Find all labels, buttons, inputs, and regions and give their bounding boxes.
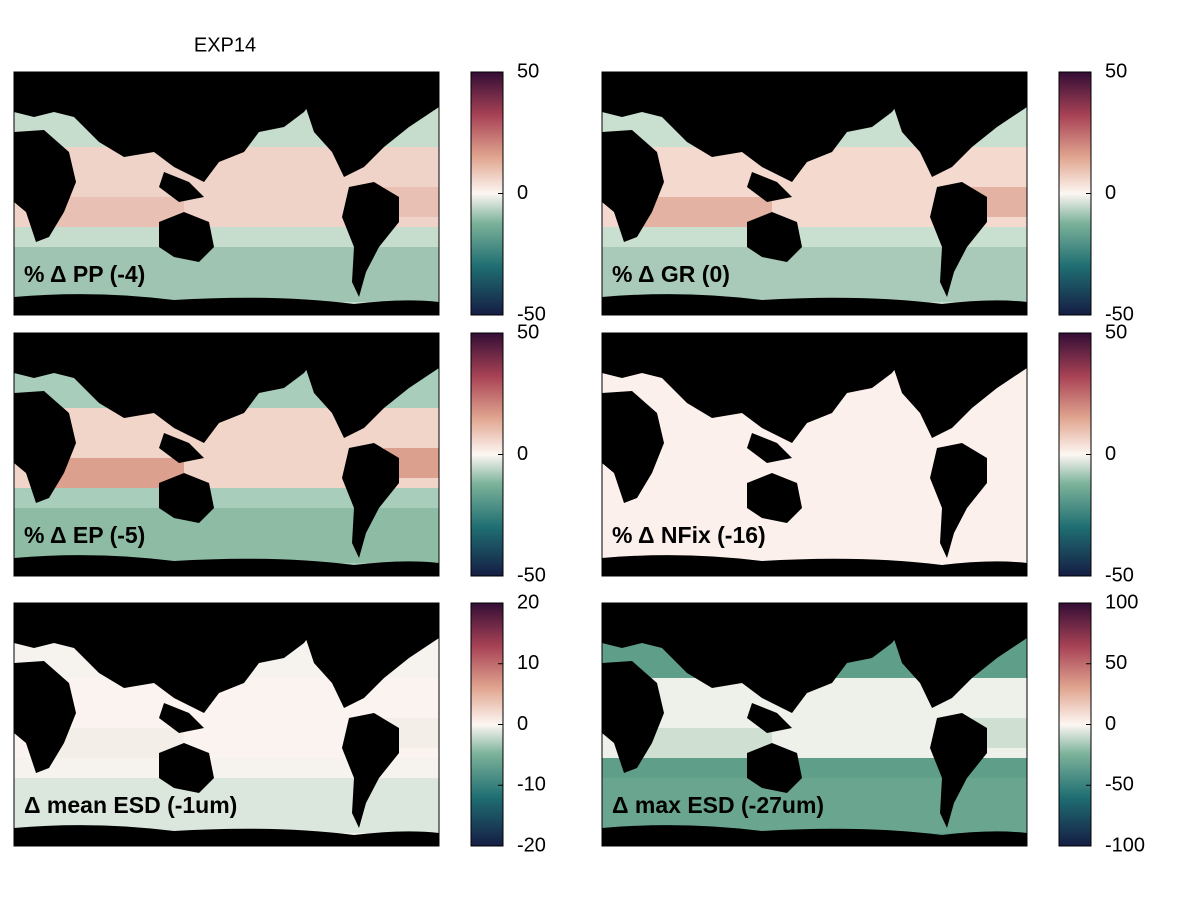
colorbar-tick-label: -50 — [517, 303, 546, 325]
colorbar — [470, 602, 504, 847]
colorbar-tick-label: 50 — [517, 321, 539, 343]
map-panel: Δ max ESD (-27um) -100 -50 0 50 100 — [601, 591, 1145, 856]
colorbar-tick-label: 0 — [517, 182, 528, 204]
map-panel: % Δ EP (-5) -50 0 50 — [13, 321, 546, 586]
map-panel: % Δ PP (-4) -50 0 50 — [13, 60, 546, 325]
colorbar-tick-label: -50 — [1105, 774, 1134, 796]
figure-title: EXP14 — [194, 34, 256, 56]
colorbar-tick-label: -100 — [1105, 834, 1145, 856]
panel-label: Δ mean ESD (-1um) — [24, 792, 237, 818]
colorbar-tick-label: 0 — [1105, 713, 1116, 735]
panel-label: % Δ NFix (-16) — [612, 522, 766, 548]
colorbar-tick-label: -50 — [1105, 303, 1134, 325]
map-frame — [601, 602, 1028, 847]
map-frame — [601, 332, 1028, 577]
colorbar-tick-label: 10 — [517, 652, 539, 674]
colorbar-tick-label: 100 — [1105, 591, 1138, 613]
colorbar-tick-label: -10 — [517, 774, 546, 796]
colorbar — [1058, 71, 1092, 316]
map-frame — [13, 332, 440, 577]
map-panel: Δ mean ESD (-1um) -20 -10 0 10 20 — [13, 591, 546, 856]
colorbar — [1058, 332, 1092, 577]
colorbar-tick-label: 50 — [1105, 652, 1127, 674]
panel-label: % Δ EP (-5) — [24, 522, 145, 548]
colorbar-tick-label: 20 — [517, 591, 539, 613]
map-frame — [13, 602, 440, 847]
colorbar — [470, 71, 504, 316]
colorbar-tick-label: 0 — [517, 443, 528, 465]
colorbar-tick-label: 50 — [1105, 60, 1127, 82]
panel-label: Δ max ESD (-27um) — [612, 792, 824, 818]
colorbar-tick-label: -50 — [517, 564, 546, 586]
colorbar-tick-label: 0 — [1105, 443, 1116, 465]
colorbar-tick-label: -20 — [517, 834, 546, 856]
panel-label: % Δ PP (-4) — [24, 261, 145, 287]
colorbar-tick-label: 50 — [517, 60, 539, 82]
colorbar-tick-label: 0 — [517, 713, 528, 735]
map-frame — [13, 71, 440, 316]
map-panel: % Δ GR (0) -50 0 50 — [601, 60, 1134, 325]
colorbar — [470, 332, 504, 577]
map-frame — [601, 71, 1028, 316]
map-panel: % Δ NFix (-16) -50 0 50 — [601, 321, 1134, 586]
colorbar-tick-label: 0 — [1105, 182, 1116, 204]
colorbar-tick-label: 50 — [1105, 321, 1127, 343]
panel-label: % Δ GR (0) — [612, 261, 730, 287]
colorbar-tick-label: -50 — [1105, 564, 1134, 586]
